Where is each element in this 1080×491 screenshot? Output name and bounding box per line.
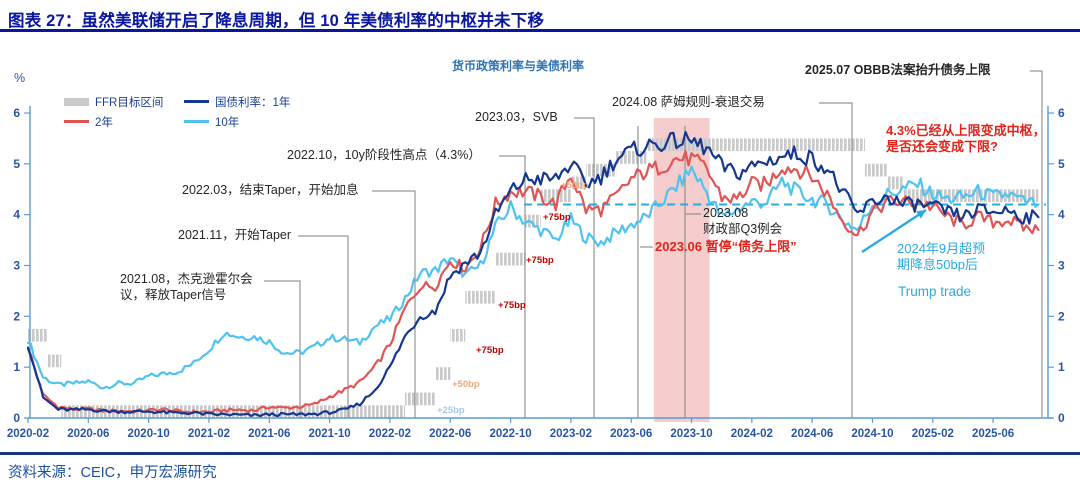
series-ust-1y xyxy=(26,130,1040,418)
x-tick-label: 2023-10 xyxy=(670,428,712,440)
y-tick-label-left: 2 xyxy=(13,309,20,323)
x-tick-label: 2021-06 xyxy=(248,428,290,440)
ffr-target-range-step xyxy=(47,354,62,368)
y-axis-unit-label: % xyxy=(14,71,26,85)
y-tick-label-left: 6 xyxy=(13,106,20,120)
rate-hike-label: +75bp xyxy=(476,345,504,356)
legend-item-ffr: FFR目标区间 xyxy=(64,94,184,109)
y-tick-label-left: 4 xyxy=(13,208,20,222)
ffr-target-range-step xyxy=(28,329,48,342)
ffr-target-range-step xyxy=(435,367,451,380)
x-tick-label: 2022-10 xyxy=(489,428,531,440)
ffr-target-range-step xyxy=(887,176,903,190)
legend-swatch-1y xyxy=(184,100,209,103)
legend-item-10y: 10年 xyxy=(184,114,290,129)
y-tick-label-right: 4 xyxy=(1058,208,1065,222)
x-tick-label: 2024-10 xyxy=(851,428,893,440)
y-tick-label-right: 3 xyxy=(1058,259,1065,273)
rate-cut-arrow xyxy=(861,208,927,254)
rate-hike-label: +75bp xyxy=(498,300,526,311)
ffr-target-range-step xyxy=(465,290,496,304)
annotation-leader-line xyxy=(372,190,416,418)
x-tick-label: 2020-02 xyxy=(7,428,49,440)
y-tick-label-left: 0 xyxy=(13,411,20,425)
x-tick-label: 2021-02 xyxy=(188,428,230,440)
rate-hike-label: +75bp xyxy=(543,212,571,223)
annotation-leader-line xyxy=(1030,70,1043,418)
x-tick-label: 2024-06 xyxy=(791,428,833,440)
annotation-leader-line xyxy=(499,155,526,418)
figure-header: 图表 27：虽然美联储开启了降息周期，但 10 年美债利率的中枢并未下移 xyxy=(0,0,1080,32)
highlight-band-debt-ceiling xyxy=(653,118,710,422)
ffr-target-range-step xyxy=(450,329,466,342)
rate-hike-label: +25bp xyxy=(437,405,465,416)
figure-footer: 资料来源：CEIC，申万宏源研究 xyxy=(0,452,1080,482)
chart-title: 货币政策利率与美债利率 xyxy=(452,59,585,73)
x-tick-label: 2025-06 xyxy=(972,428,1014,440)
legend-label-2y: 2年 xyxy=(95,116,113,129)
ffr-target-range-step xyxy=(495,252,526,266)
y-tick-label-right: 1 xyxy=(1058,360,1065,374)
rate-hike-label: +75bp xyxy=(526,255,554,266)
data-source: 资料来源：CEIC，申万宏源研究 xyxy=(8,465,217,481)
x-tick-label: 2023-06 xyxy=(610,428,652,440)
x-tick-label: 2022-02 xyxy=(369,428,411,440)
y-tick-label-right: 2 xyxy=(1058,309,1065,323)
annotation-leader-line xyxy=(574,117,595,418)
y-tick-label-left: 1 xyxy=(13,360,20,374)
legend-swatch-ffr xyxy=(64,97,89,106)
rate-cut-arrowhead xyxy=(916,210,926,219)
y-tick-label-right: 5 xyxy=(1058,157,1065,171)
chart-legend: FFR目标区间 国债利率：1年 2年 10年 xyxy=(64,94,290,129)
annotation-leader-line xyxy=(264,280,301,418)
x-tick-label: 2023-02 xyxy=(550,428,592,440)
x-tick-label: 2021-10 xyxy=(308,428,350,440)
y-tick-label-right: 0 xyxy=(1058,411,1065,425)
x-tick-label: 2022-06 xyxy=(429,428,471,440)
legend-label-1y: 国债利率：1年 xyxy=(215,96,291,109)
series-ust-10y xyxy=(26,165,1040,390)
ffr-target-range-step xyxy=(864,163,888,177)
legend-label-10y: 10年 xyxy=(215,116,240,129)
annotation-leader-line xyxy=(298,235,349,418)
rate-hike-label: +50bp xyxy=(561,180,589,191)
legend-swatch-10y xyxy=(184,120,209,123)
ffr-target-range-step xyxy=(540,189,571,202)
x-tick-label: 2024-02 xyxy=(731,428,773,440)
x-tick-label: 2025-02 xyxy=(912,428,954,440)
annotation-leader-line xyxy=(819,102,853,418)
figure-title: 图表 27：虽然美联储开启了降息周期，但 10 年美债利率的中枢并未下移 xyxy=(8,12,545,30)
legend-label-ffr: FFR目标区间 xyxy=(95,96,164,109)
y-tick-label-right: 6 xyxy=(1058,106,1065,120)
rate-hike-label: +50bp xyxy=(452,379,480,390)
ffr-target-range-step xyxy=(525,214,541,228)
x-tick-label: 2020-06 xyxy=(67,428,109,440)
x-tick-label: 2020-10 xyxy=(128,428,170,440)
y-tick-label-left: 3 xyxy=(13,259,20,273)
y-tick-label-left: 5 xyxy=(13,157,20,171)
legend-item-1y: 国债利率：1年 xyxy=(184,94,290,109)
ffr-target-range-step xyxy=(405,392,436,406)
legend-item-2y: 2年 xyxy=(64,114,184,129)
rates-chart-canvas: 0 0 1 1 2 2 3 3 4 4 5 5 6 6 2020-02 2020-06 2020-10 2021-… xyxy=(7,70,1065,440)
legend-swatch-2y xyxy=(64,120,89,123)
